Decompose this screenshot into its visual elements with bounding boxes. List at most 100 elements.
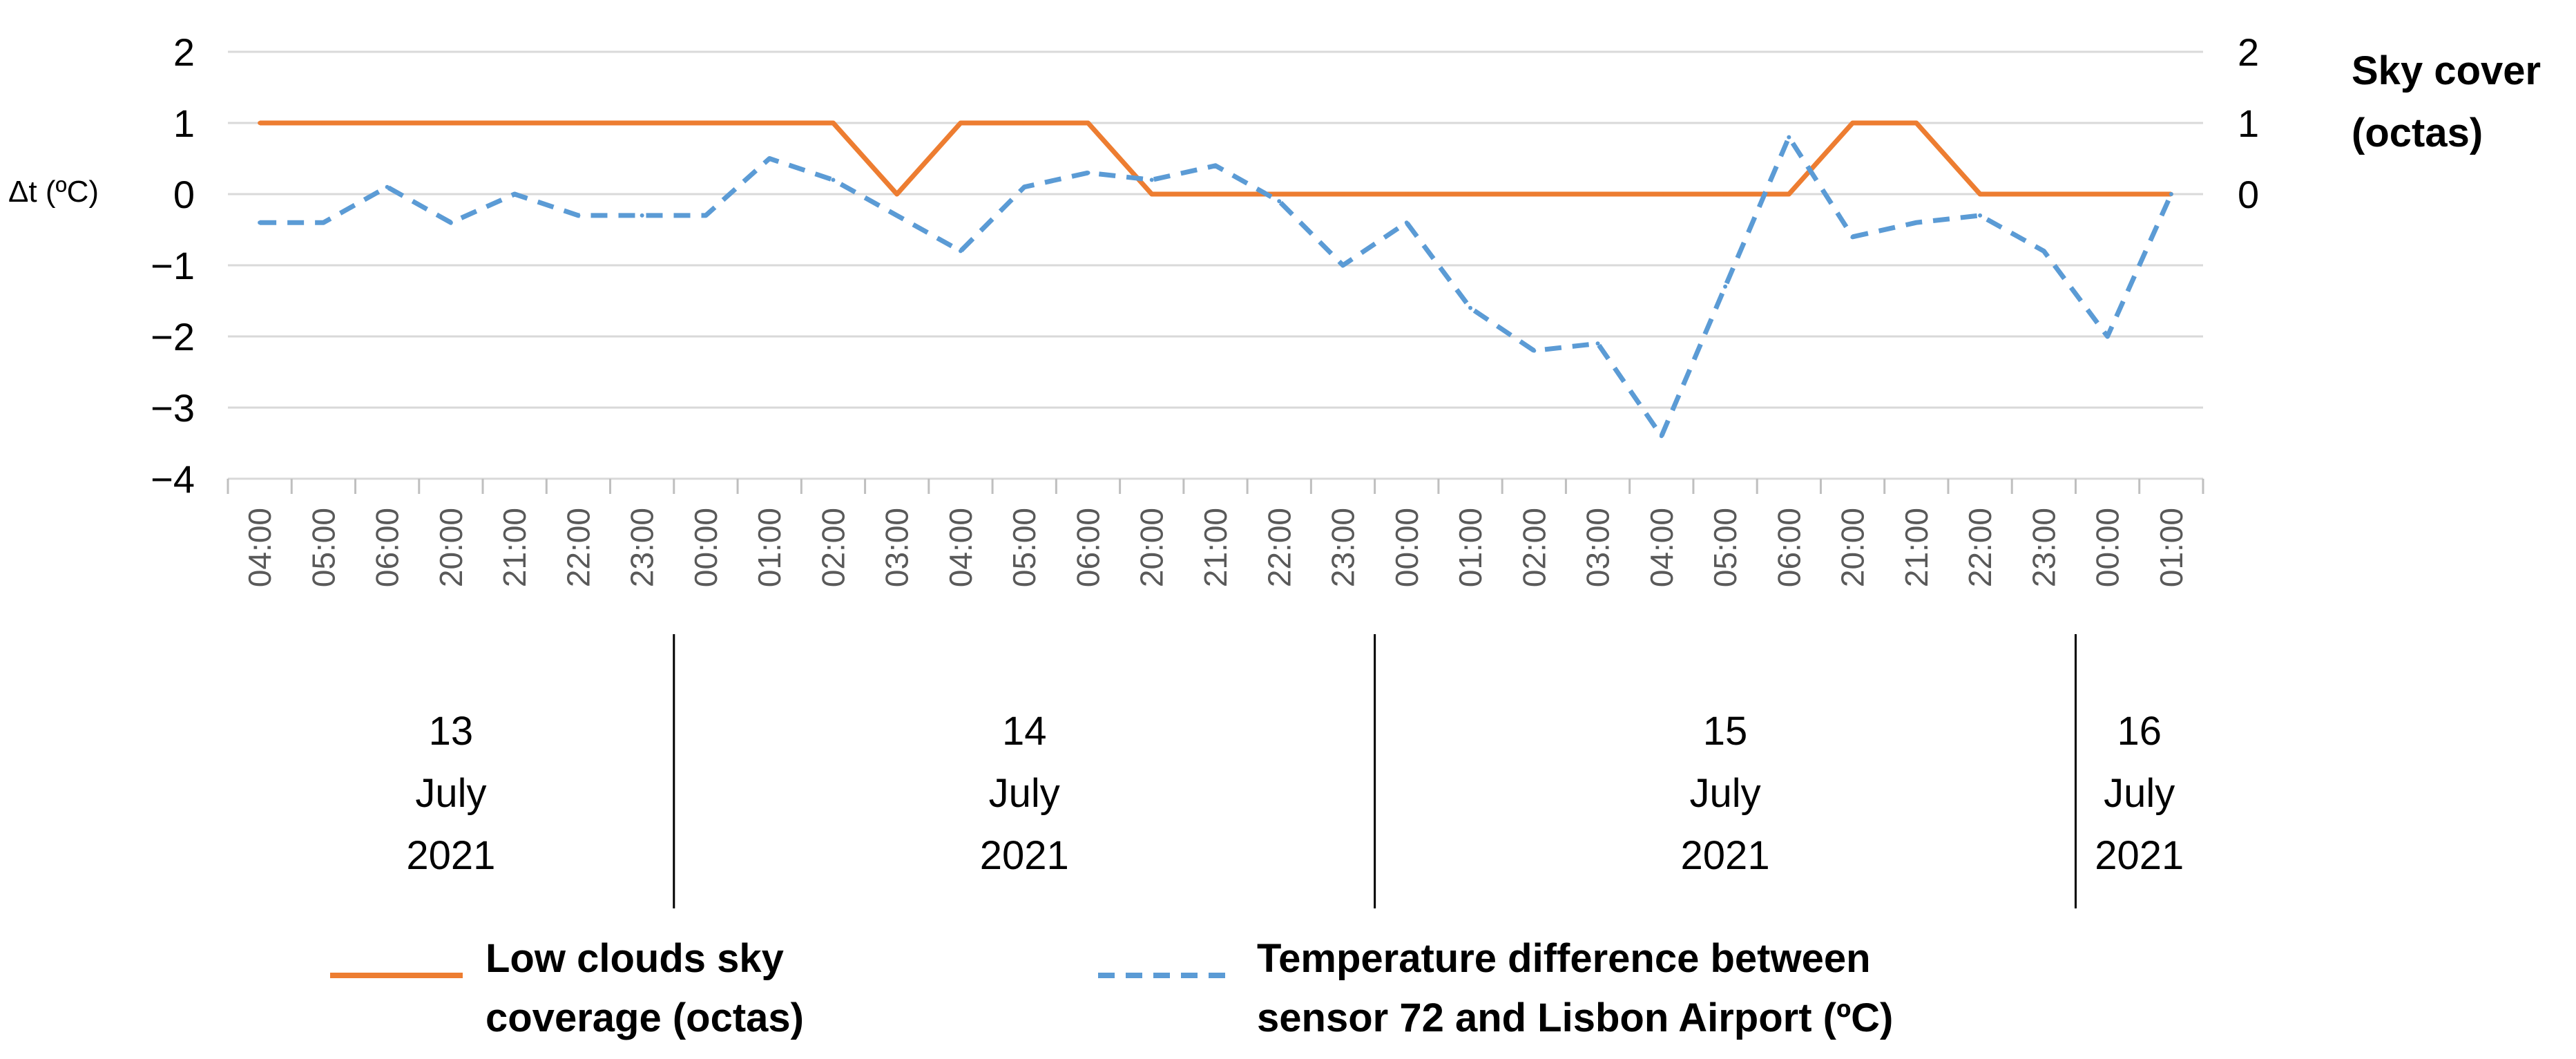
temperature-difference-point bbox=[831, 178, 836, 182]
temperature-difference-point bbox=[1532, 348, 1537, 353]
day-label: 2021 bbox=[2095, 833, 2184, 878]
x-tick-label: 21:00 bbox=[497, 508, 532, 587]
temperature-difference-point bbox=[640, 213, 644, 218]
temperature-difference-point bbox=[2169, 192, 2173, 196]
x-tick-label: 00:00 bbox=[2090, 508, 2126, 587]
low-clouds-point bbox=[894, 192, 899, 196]
right-y-tick-label: 2 bbox=[2238, 30, 2259, 74]
temperature-difference-point bbox=[767, 156, 772, 161]
low-clouds-point bbox=[1404, 192, 1409, 196]
temperature-difference-point bbox=[1978, 213, 1983, 218]
day-label: 16 bbox=[2117, 709, 2162, 754]
x-tick-label: 03:00 bbox=[1580, 508, 1616, 587]
legend-label-temperature-line-1: Temperature difference between bbox=[1257, 936, 1871, 981]
x-tick-label: 21:00 bbox=[1899, 508, 1934, 587]
temperature-difference-point bbox=[1149, 178, 1154, 182]
left-y-tick-label: −3 bbox=[151, 386, 195, 430]
legend-label-low-clouds-line-1: Low clouds sky bbox=[486, 936, 784, 981]
low-clouds-point bbox=[385, 121, 390, 125]
gridlines bbox=[228, 50, 2203, 480]
low-clouds-point bbox=[1787, 192, 1791, 196]
legend-label-low-clouds-line-2: coverage (octas) bbox=[486, 995, 804, 1040]
low-clouds-point bbox=[1850, 121, 1855, 125]
series bbox=[258, 120, 2174, 439]
x-tick-label: 04:00 bbox=[1644, 508, 1680, 587]
x-tick-label: 23:00 bbox=[624, 508, 660, 587]
x-tick-label: 20:00 bbox=[1835, 508, 1871, 587]
low-clouds-point bbox=[1659, 192, 1664, 196]
temperature-difference-point bbox=[258, 220, 262, 225]
low-clouds-point bbox=[448, 121, 453, 125]
low-clouds-point bbox=[1595, 192, 1600, 196]
temperature-difference-point bbox=[576, 213, 581, 218]
day-label: 15 bbox=[1703, 709, 1748, 754]
low-clouds-point bbox=[703, 121, 708, 125]
low-clouds-point bbox=[1340, 192, 1345, 196]
low-clouds-point bbox=[831, 121, 836, 125]
day-label: July bbox=[2104, 771, 2175, 816]
temperature-difference-point bbox=[512, 192, 517, 196]
temperature-difference-point bbox=[1086, 171, 1090, 175]
low-clouds-point bbox=[576, 121, 581, 125]
day-label: July bbox=[989, 771, 1060, 816]
x-tick-label: 00:00 bbox=[688, 508, 724, 587]
temperature-difference-point bbox=[448, 220, 453, 225]
low-clouds-point bbox=[1149, 192, 1154, 196]
x-tick-label: 22:00 bbox=[1261, 508, 1297, 587]
day-label: July bbox=[1689, 771, 1760, 816]
right-axis-title-line-2: (octas) bbox=[2352, 111, 2483, 155]
x-tick-label: 21:00 bbox=[1198, 508, 1233, 587]
low-clouds-point bbox=[2041, 192, 2046, 196]
x-tick-label: 02:00 bbox=[1516, 508, 1552, 587]
x-tick-label: 01:00 bbox=[2153, 508, 2189, 587]
left-y-tick-label: 1 bbox=[173, 102, 195, 145]
x-tick-label: 23:00 bbox=[1325, 508, 1361, 587]
legend: Low clouds sky coverage (octas) Temperat… bbox=[330, 936, 1893, 1040]
temperature-difference-point bbox=[958, 249, 963, 254]
legend-label-temperature-line-2: sensor 72 and Lisbon Airport (ºC) bbox=[1257, 995, 1893, 1040]
temperature-difference-point bbox=[321, 220, 326, 225]
x-tick-label: 00:00 bbox=[1389, 508, 1425, 587]
temperature-difference-point bbox=[1595, 341, 1600, 346]
low-clouds-point bbox=[1022, 121, 1027, 125]
left-axis-title: Δt (ºC) bbox=[8, 175, 99, 209]
x-tick-label: 22:00 bbox=[1962, 508, 1998, 587]
x-tick-label: 05:00 bbox=[305, 508, 341, 587]
series-line-temperature-difference bbox=[260, 135, 2174, 439]
temperature-difference-point bbox=[1723, 284, 1728, 289]
x-tick-label: 20:00 bbox=[433, 508, 469, 587]
x-tick-label: 03:00 bbox=[879, 508, 915, 587]
temperature-difference-point bbox=[1914, 220, 1919, 225]
x-tick-label: 20:00 bbox=[1134, 508, 1170, 587]
low-clouds-point bbox=[958, 121, 963, 125]
day-label: 2021 bbox=[980, 833, 1069, 878]
low-clouds-point bbox=[1086, 121, 1090, 125]
temperature-difference-point bbox=[1659, 434, 1664, 439]
x-tick-label: 06:00 bbox=[1070, 508, 1106, 587]
left-y-tick-label: −4 bbox=[151, 457, 195, 501]
x-tick-label: 22:00 bbox=[560, 508, 596, 587]
temperature-difference-point bbox=[1277, 199, 1282, 204]
day-groups: 13 July 2021 14 July 2021 15 July 2021 16 July 2021 bbox=[406, 634, 2184, 908]
x-tick-label: 05:00 bbox=[1707, 508, 1743, 587]
x-tick-label: 01:00 bbox=[751, 508, 787, 587]
x-axis: 04:00 05:00 06:00 20:00 21:00 22:00 23:00 00:00… bbox=[227, 479, 2204, 587]
day-label: 2021 bbox=[1681, 833, 1770, 878]
low-clouds-point bbox=[258, 121, 262, 125]
low-clouds-point bbox=[321, 121, 326, 125]
right-y-tick-label: 0 bbox=[2238, 173, 2259, 216]
right-y-tick-label: 1 bbox=[2238, 102, 2259, 145]
low-clouds-point bbox=[1723, 192, 1728, 196]
low-clouds-point bbox=[1914, 121, 1919, 125]
temperature-difference-point bbox=[1340, 263, 1345, 267]
x-tick-label: 02:00 bbox=[815, 508, 851, 587]
low-clouds-point bbox=[512, 121, 517, 125]
day-label: July bbox=[415, 771, 486, 816]
temperature-difference-point bbox=[1213, 163, 1218, 168]
series-line-low-clouds bbox=[260, 120, 2171, 197]
low-clouds-point bbox=[1213, 192, 1218, 196]
low-clouds-point bbox=[2105, 192, 2110, 196]
low-clouds-point bbox=[1532, 192, 1537, 196]
low-clouds-point bbox=[1277, 192, 1282, 196]
